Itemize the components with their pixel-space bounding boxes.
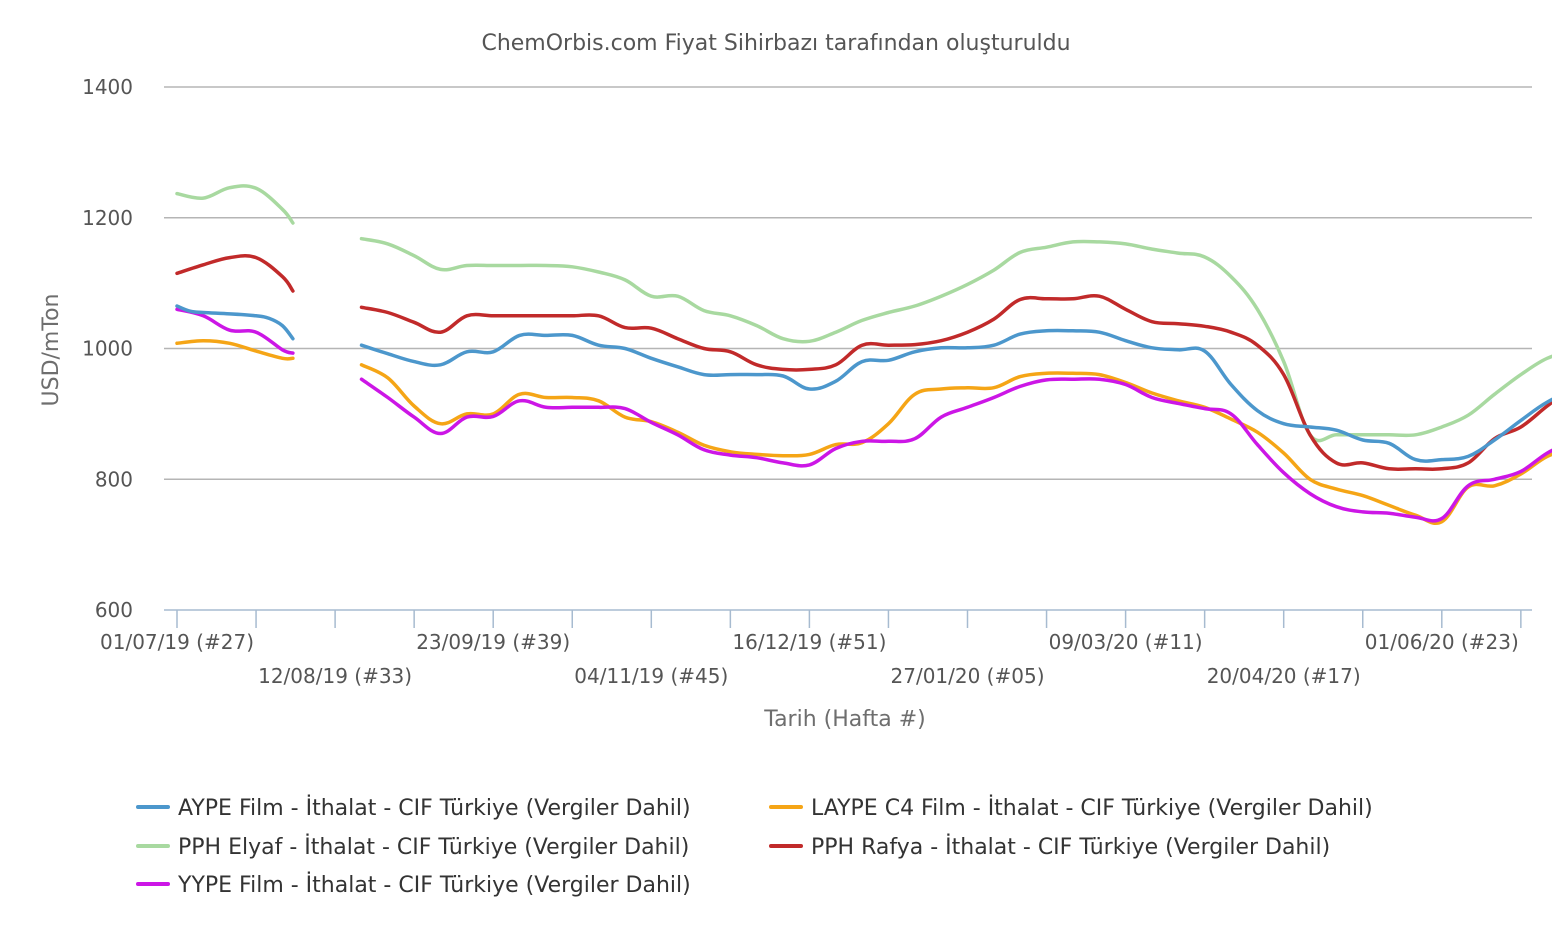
series-line-3 xyxy=(175,254,1552,471)
legend-item[interactable]: LAYPE C4 Film - İthalat - CIF Türkiye (V… xyxy=(769,795,1373,821)
y-tick-label: 1200 xyxy=(82,206,133,230)
x-tick-label: 20/04/20 (#17) xyxy=(1207,664,1361,688)
x-tick-label: 16/12/19 (#51) xyxy=(732,630,886,654)
chart-title: ChemOrbis.com Fiyat Sihirbazı tarafından… xyxy=(481,31,1070,56)
x-axis-label: Tarih (Hafta #) xyxy=(763,707,925,732)
x-tick-label: 23/09/19 (#39) xyxy=(416,630,570,654)
grid-lines xyxy=(164,86,1532,480)
legend-label: PPH Rafya - İthalat - CIF Türkiye (Vergi… xyxy=(811,834,1330,860)
x-tick-label: 04/11/19 (#45) xyxy=(574,664,728,688)
y-axis-ticks: 600 800 1000 1200 1400 xyxy=(82,75,133,622)
y-tick-label: 800 xyxy=(95,467,133,491)
legend-label: LAYPE C4 Film - İthalat - CIF Türkiye (V… xyxy=(811,795,1373,821)
legend-label: AYPE Film - İthalat - CIF Türkiye (Vergi… xyxy=(178,795,691,821)
x-tick-label: 01/06/20 (#23) xyxy=(1365,630,1519,654)
y-tick-label: 1400 xyxy=(82,75,133,99)
x-tick-label: 01/07/19 (#27) xyxy=(100,630,254,654)
x-tick-label: 09/03/20 (#11) xyxy=(1049,630,1203,654)
series-lines xyxy=(175,184,1552,525)
y-tick-label: 600 xyxy=(95,598,133,622)
legend-item[interactable]: PPH Rafya - İthalat - CIF Türkiye (Vergi… xyxy=(769,834,1330,860)
series-line-1 xyxy=(175,338,1552,525)
legend-label: YYPE Film - İthalat - CIF Türkiye (Vergi… xyxy=(177,872,691,898)
x-axis-ticks: 01/07/19 (#27)12/08/19 (#33)23/09/19 (#3… xyxy=(100,609,1532,688)
x-tick-label: 12/08/19 (#33) xyxy=(258,664,412,688)
legend-label: PPH Elyaf - İthalat - CIF Türkiye (Vergi… xyxy=(178,834,689,860)
legend-item[interactable]: AYPE Film - İthalat - CIF Türkiye (Vergi… xyxy=(136,795,691,821)
series-line-2 xyxy=(175,184,1552,443)
legend: AYPE Film - İthalat - CIF Türkiye (Vergi… xyxy=(136,795,1373,898)
series-line-4 xyxy=(175,307,1552,523)
legend-item[interactable]: PPH Elyaf - İthalat - CIF Türkiye (Vergi… xyxy=(136,834,689,860)
series-line-0 xyxy=(175,304,1552,463)
x-tick-label: 27/01/20 (#05) xyxy=(891,664,1045,688)
y-tick-label: 1000 xyxy=(82,337,133,361)
legend-item[interactable]: YYPE Film - İthalat - CIF Türkiye (Vergi… xyxy=(136,872,691,898)
y-axis-label: USD/mTon xyxy=(39,294,64,407)
